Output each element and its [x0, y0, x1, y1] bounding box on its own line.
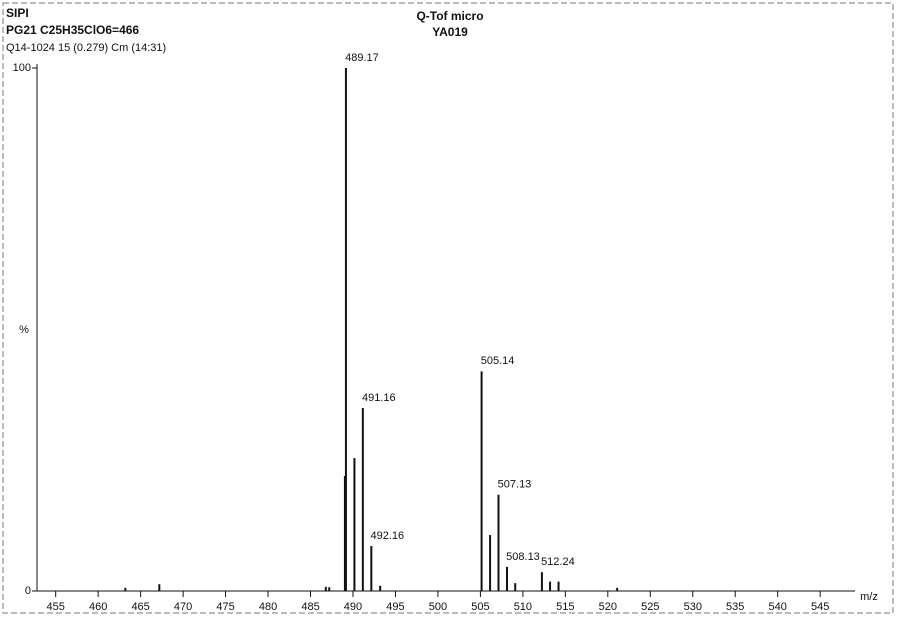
x-tick-label: 540: [769, 601, 787, 613]
x-tick-label: 520: [599, 601, 617, 613]
x-tick-label: 535: [726, 601, 744, 613]
x-tick-label: 465: [131, 601, 149, 613]
x-tick-label: 505: [471, 601, 489, 613]
x-tick-label: 515: [556, 601, 574, 613]
x-tick-label: 490: [344, 601, 362, 613]
x-tick-label: 480: [259, 601, 277, 613]
chart-title: Q-Tof micro: [416, 9, 483, 23]
y-tick-label: 0: [25, 585, 31, 597]
peak-label: 512.24: [541, 556, 575, 568]
x-tick-label: 545: [811, 601, 829, 613]
y-tick-label: 100: [13, 62, 31, 74]
x-tick-label: 475: [216, 601, 234, 613]
header-line: Q14-1024 15 (0.279) Cm (14:31): [6, 42, 166, 54]
peak-label: 508.13: [506, 551, 540, 563]
x-tick-label: 485: [301, 601, 319, 613]
peak-label: 505.14: [481, 355, 515, 367]
x-tick-label: 530: [684, 601, 702, 613]
header-line: PG21 C25H35ClO6=466: [6, 23, 139, 37]
x-tick-label: 510: [514, 601, 532, 613]
peak-label: 491.16: [362, 392, 396, 404]
x-tick-label: 460: [89, 601, 107, 613]
peak-label: 507.13: [498, 479, 532, 491]
peak-label: 492.16: [371, 530, 405, 542]
x-tick-label: 525: [641, 601, 659, 613]
x-tick-label: 455: [47, 601, 65, 613]
y-axis-label: %: [19, 324, 29, 336]
x-axis-label: m/z: [860, 591, 878, 603]
header-line: SIPI: [6, 6, 29, 20]
x-tick-label: 495: [386, 601, 404, 613]
x-tick-label: 500: [429, 601, 447, 613]
x-tick-label: 470: [174, 601, 192, 613]
peak-label: 489.17: [345, 52, 379, 64]
chart-subtitle: YA019: [432, 25, 468, 39]
